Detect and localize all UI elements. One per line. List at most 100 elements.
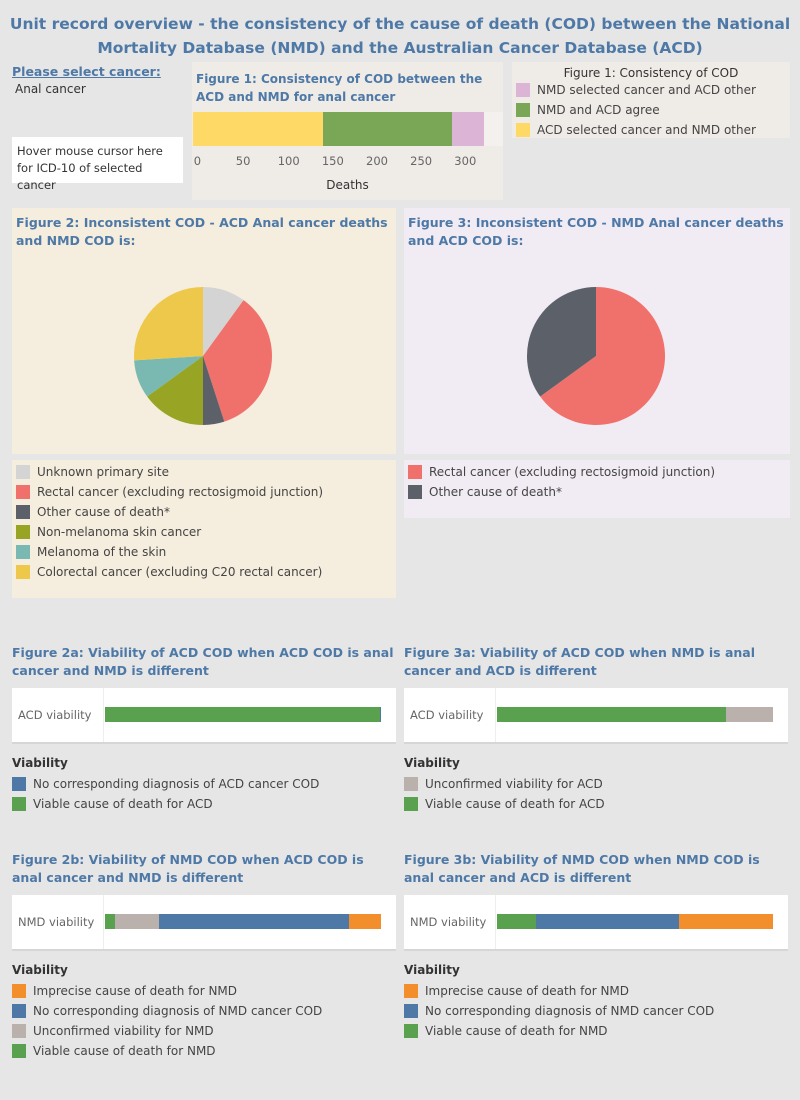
legend-item[interactable]: Unknown primary site [16, 462, 392, 482]
pie-slice[interactable] [527, 287, 596, 397]
legend-swatch [516, 83, 530, 97]
legend-item[interactable]: Colorectal cancer (excluding C20 rectal … [16, 562, 392, 582]
legend-item[interactable]: Imprecise cause of death for NMD [12, 981, 396, 1001]
legend-item[interactable]: Rectal cancer (excluding rectosigmoid ju… [16, 482, 392, 502]
bar-segment[interactable] [497, 707, 727, 722]
legend-item[interactable]: Melanoma of the skin [16, 542, 392, 562]
legend-title: Viability [404, 963, 460, 977]
legend-label: Unconfirmed viability for ACD [425, 777, 603, 791]
viability-bar [105, 914, 381, 929]
figure-3b: Figure 3b: Viability of NMD COD when NMD… [404, 851, 788, 1041]
legend-swatch [12, 984, 26, 998]
pie-slice[interactable] [540, 287, 665, 425]
legend-label: NMD selected cancer and ACD other [537, 83, 756, 97]
viability-chart: NMD viability [404, 895, 788, 951]
figure-title: Figure 2a: Viability of ACD COD when ACD… [12, 645, 394, 678]
legend-item[interactable]: ACD selected cancer and NMD other [516, 120, 790, 140]
legend-item[interactable]: Other cause of death* [16, 502, 392, 522]
viability-chart: ACD viability [404, 688, 788, 744]
legend-item[interactable]: No corresponding diagnosis of ACD cancer… [12, 774, 396, 794]
category-label: NMD viability [12, 895, 104, 949]
figure-1-legend: Figure 1: Consistency of COD NMD selecte… [512, 62, 790, 138]
legend-label: Viable cause of death for NMD [33, 1044, 216, 1058]
legend-item[interactable]: Other cause of death* [408, 482, 786, 502]
pie-slice[interactable] [147, 356, 203, 425]
bar-segment[interactable] [451, 112, 485, 146]
legend-swatch [516, 103, 530, 117]
legend-item[interactable]: NMD and ACD agree [516, 100, 790, 120]
pie-slice[interactable] [203, 356, 225, 425]
legend-label: Viable cause of death for NMD [425, 1024, 608, 1038]
legend-label: Rectal cancer (excluding rectosigmoid ju… [37, 485, 324, 499]
bar-segment[interactable] [379, 707, 381, 722]
pie-slice[interactable] [203, 300, 272, 422]
figure-2: Figure 2: Inconsistent COD - ACD Anal ca… [12, 208, 396, 454]
viability-bar [497, 707, 773, 722]
figure-2-legend: Unknown primary site Rectal cancer (exclu… [12, 460, 396, 598]
viability-bar [497, 914, 773, 929]
icd10-hover-box[interactable]: Hover mouse cursor here for ICD-10 of se… [12, 137, 183, 192]
legend-item[interactable]: NMD selected cancer and ACD other [516, 80, 790, 100]
legend-label: No corresponding diagnosis of NMD cancer… [33, 1004, 323, 1018]
bar-segment[interactable] [679, 914, 773, 929]
legend-item[interactable]: Viable cause of death for ACD [404, 794, 788, 814]
figure-3-pie [527, 287, 665, 425]
legend-swatch [16, 545, 30, 559]
figure-2b: Figure 2b: Viability of NMD COD when ACD… [12, 851, 396, 1061]
legend-swatch [404, 777, 418, 791]
pie-slice[interactable] [134, 287, 203, 361]
x-tick-label: 50 [235, 154, 251, 168]
category-label: ACD viability [404, 688, 496, 742]
figure-title: Figure 3a: Viability of ACD COD when NMD… [404, 645, 756, 678]
viability-chart: NMD viability [12, 895, 396, 951]
bar-segment[interactable] [497, 914, 536, 929]
category-label: NMD viability [404, 895, 496, 949]
viability-legend: Viability Unconfirmed viability for ACD Vi… [404, 756, 788, 814]
legend-swatch [408, 465, 422, 479]
legend-swatch [12, 1044, 26, 1058]
pie-slice[interactable] [134, 356, 203, 397]
figure-3-title: Figure 3: Inconsistent COD - NMD Anal ca… [408, 215, 784, 248]
legend-item[interactable]: Viable cause of death for NMD [404, 1021, 788, 1041]
bar-segment[interactable] [535, 914, 680, 929]
viability-chart: ACD viability [12, 688, 396, 744]
legend-title: Viability [12, 756, 68, 770]
bar-segment[interactable] [193, 112, 323, 146]
legend-item[interactable]: Non-melanoma skin cancer [16, 522, 392, 542]
cancer-select-label: Please select cancer: [12, 64, 161, 79]
pie-slice[interactable] [203, 287, 244, 356]
legend-item[interactable]: No corresponding diagnosis of NMD cancer… [404, 1001, 788, 1021]
legend-swatch [16, 525, 30, 539]
cancer-select[interactable]: Anal cancer [15, 82, 86, 96]
bar-segment[interactable] [105, 707, 380, 722]
x-tick-label: 100 [277, 154, 300, 168]
legend-item[interactable]: Unconfirmed viability for ACD [404, 774, 788, 794]
bar-segment[interactable] [349, 914, 381, 929]
bar-segment[interactable] [158, 914, 350, 929]
legend-item[interactable]: Rectal cancer (excluding rectosigmoid ju… [408, 462, 786, 482]
figure-1: Figure 1: Consistency of COD between the… [192, 62, 503, 200]
legend-item[interactable]: Unconfirmed viability for NMD [12, 1021, 396, 1041]
bar-segment[interactable] [322, 112, 452, 146]
bar-segment[interactable] [105, 914, 115, 929]
bar-segment[interactable] [726, 707, 773, 722]
figure-3: Figure 3: Inconsistent COD - NMD Anal ca… [404, 208, 790, 454]
legend-item[interactable]: Imprecise cause of death for NMD [404, 981, 788, 1001]
figure-1-title: Figure 1: Consistency of COD between the… [196, 72, 483, 104]
legend-swatch [404, 1024, 418, 1038]
legend-title: Viability [12, 963, 68, 977]
bar-segment[interactable] [114, 914, 159, 929]
legend-label: Colorectal cancer (excluding C20 rectal … [37, 565, 323, 579]
legend-label: Viable cause of death for ACD [33, 797, 213, 811]
legend-item[interactable]: No corresponding diagnosis of NMD cancer… [12, 1001, 396, 1021]
legend-swatch [16, 485, 30, 499]
legend-title: Figure 1: Consistency of COD [563, 66, 739, 80]
x-axis-label: Deaths [326, 178, 369, 192]
legend-swatch [12, 797, 26, 811]
legend-item[interactable]: Viable cause of death for NMD [12, 1041, 396, 1061]
legend-item[interactable]: Viable cause of death for ACD [12, 794, 396, 814]
legend-swatch [16, 465, 30, 479]
category-label: ACD viability [12, 688, 104, 742]
legend-label: Imprecise cause of death for NMD [33, 984, 238, 998]
x-tick-label: 150 [321, 154, 344, 168]
